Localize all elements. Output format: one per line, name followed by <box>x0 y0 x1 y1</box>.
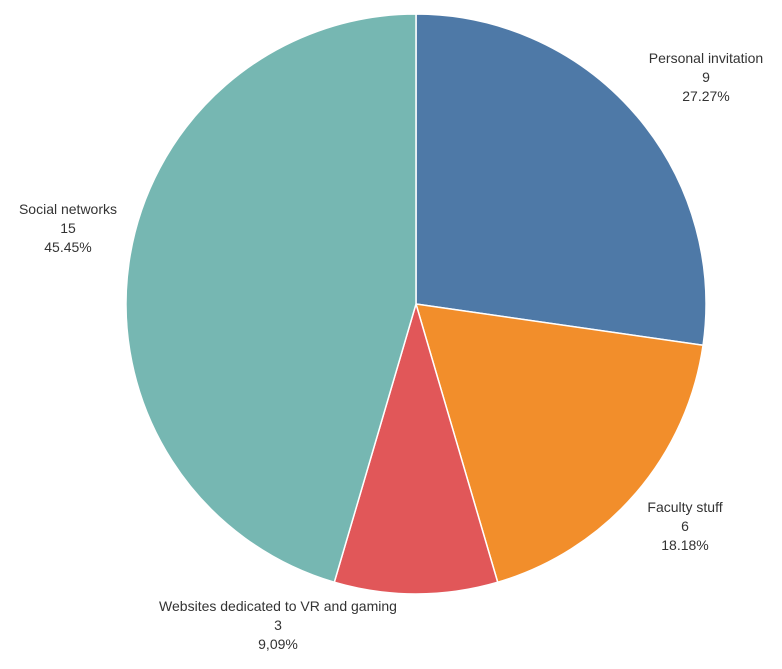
slice-label-percent: 18.18% <box>661 537 708 553</box>
slice-label-count: 9 <box>702 69 710 85</box>
pie-slices <box>125 13 707 595</box>
slice-label-percent: 27.27% <box>682 88 729 104</box>
pie-slice-personal-invitation <box>415 13 707 347</box>
pie-slice-social-networks <box>125 13 417 584</box>
pie-slice-websites-dedicated-to-vr-and-gaming <box>333 301 499 595</box>
slice-label-name: Personal invitation <box>649 50 763 66</box>
slice-label-percent: 9,09% <box>258 636 298 652</box>
pie-slice-faculty-stuff <box>414 303 704 584</box>
slice-label-count: 6 <box>681 518 689 534</box>
slice-label: Personal invitation 9 27.27% <box>649 50 763 104</box>
slice-label-name: Social networks <box>19 201 117 217</box>
slice-label-name: Websites dedicated to VR and gaming <box>159 598 397 614</box>
slice-label-name: Faculty stuff <box>647 499 722 515</box>
slice-label: Social networks 15 45.45% <box>19 201 117 255</box>
pie-labels: Personal invitation 9 27.27% Faculty stuff 6… <box>19 50 763 652</box>
slice-label: Websites dedicated to VR and gaming 3 9,09… <box>159 598 397 652</box>
slice-label-count: 3 <box>274 617 282 633</box>
slice-label-percent: 45.45% <box>44 239 91 255</box>
slice-label: Faculty stuff 6 18.18% <box>647 499 722 553</box>
slice-label-count: 15 <box>60 220 76 236</box>
